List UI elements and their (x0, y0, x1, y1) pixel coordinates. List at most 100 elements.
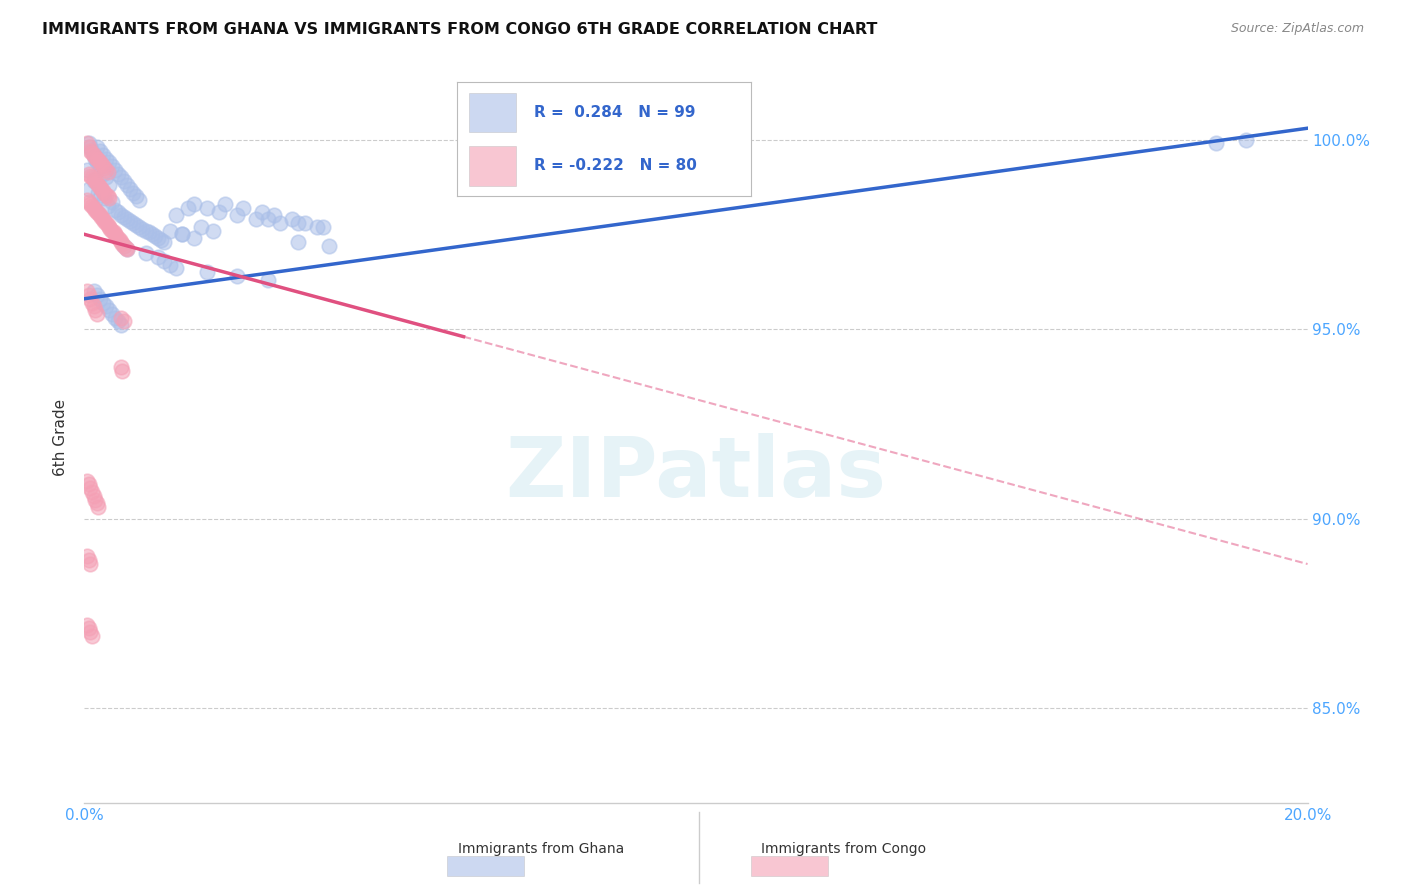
Point (101, 195, 124, 210)
Point (86, 152, 108, 166)
Point (141, 227, 163, 242)
Point (108, 233, 131, 247)
Point (245, 212, 267, 227)
Point (86, 496, 108, 510)
Point (86, 155, 108, 169)
Point (135, 246, 157, 260)
Point (257, 273, 280, 287)
Point (172, 227, 194, 242)
Point (86, 204, 108, 219)
Text: Immigrants from Ghana: Immigrants from Ghana (458, 842, 624, 856)
Point (112, 238, 135, 252)
Point (89, 292, 111, 306)
Point (93, 214, 115, 228)
Point (110, 170, 132, 185)
Point (91, 295, 114, 310)
Text: Source: ZipAtlas.com: Source: ZipAtlas.com (1230, 22, 1364, 36)
Point (89, 180, 111, 194)
Point (172, 227, 194, 242)
Point (84, 202, 107, 217)
Point (80, 295, 103, 310)
Point (76, 617, 98, 632)
Point (83, 201, 105, 215)
Point (97, 178, 120, 192)
Point (84, 174, 107, 188)
Point (101, 159, 124, 173)
Point (93, 161, 115, 175)
Point (153, 253, 176, 268)
Point (104, 202, 127, 217)
Point (83, 299, 105, 313)
Point (84, 492, 107, 507)
Point (195, 201, 218, 215)
Point (115, 212, 138, 227)
Point (104, 227, 127, 242)
Point (146, 250, 169, 264)
Point (76, 284, 98, 298)
Point (87, 186, 110, 200)
Point (112, 211, 135, 225)
Point (91, 159, 114, 173)
Point (195, 265, 218, 279)
Point (77, 167, 100, 181)
Point (112, 174, 135, 188)
Point (214, 197, 236, 211)
Point (77, 553, 100, 567)
Point (97, 219, 120, 234)
Point (83, 147, 105, 161)
Point (94, 170, 117, 185)
Point (90, 157, 112, 171)
Point (89, 155, 111, 169)
Point (80, 145, 103, 160)
Point (165, 261, 187, 276)
Point (80, 199, 103, 213)
Point (122, 186, 145, 200)
Point (80, 629, 103, 643)
Point (101, 307, 124, 321)
Point (83, 489, 105, 503)
Point (94, 216, 117, 230)
Point (135, 223, 157, 237)
Point (86, 307, 108, 321)
Point (165, 208, 187, 222)
Point (77, 140, 100, 154)
Point (269, 216, 291, 230)
Point (76, 474, 98, 488)
Point (84, 303, 107, 318)
Point (76, 193, 98, 207)
Point (281, 212, 304, 227)
Point (110, 359, 132, 374)
Point (115, 241, 138, 255)
Point (76, 136, 98, 151)
Point (110, 310, 132, 325)
Point (91, 167, 114, 181)
Point (115, 243, 138, 257)
Point (79, 625, 101, 640)
Point (93, 186, 115, 200)
Point (91, 212, 114, 227)
Text: IMMIGRANTS FROM GHANA VS IMMIGRANTS FROM CONGO 6TH GRADE CORRELATION CHART: IMMIGRANTS FROM GHANA VS IMMIGRANTS FROM… (42, 22, 877, 37)
Point (98, 221, 121, 235)
Point (79, 481, 101, 495)
Point (77, 195, 100, 210)
Text: ZIPatlas: ZIPatlas (506, 434, 886, 514)
Point (94, 299, 117, 313)
Point (104, 162, 127, 177)
Point (77, 182, 100, 196)
Point (143, 229, 166, 244)
Point (125, 218, 148, 232)
Point (120, 214, 142, 228)
Point (159, 223, 181, 237)
Point (287, 235, 309, 249)
Point (115, 178, 138, 192)
Point (86, 176, 108, 190)
Point (77, 136, 100, 151)
Point (110, 318, 132, 333)
Point (89, 159, 111, 173)
Point (87, 178, 110, 192)
Point (79, 557, 101, 571)
Point (110, 235, 132, 249)
Point (146, 231, 169, 245)
Point (1236, 132, 1258, 146)
Point (77, 288, 100, 302)
